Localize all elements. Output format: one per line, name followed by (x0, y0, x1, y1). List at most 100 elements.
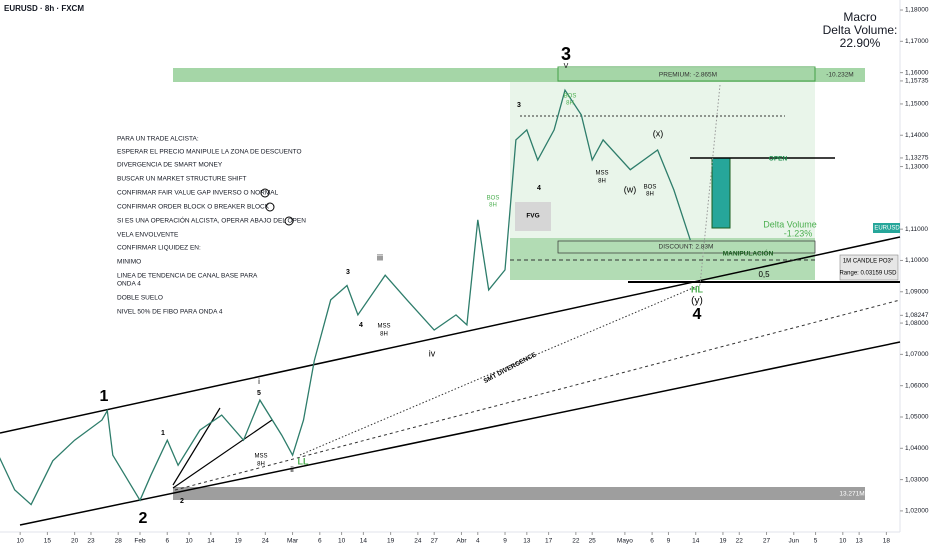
wave-line (172, 407, 221, 486)
x-tick-label: 5 (814, 538, 818, 545)
annotation: 8H (598, 179, 606, 185)
annotation: 3 (561, 44, 571, 64)
annotation: 13.271M (839, 491, 864, 498)
volume-band (173, 487, 865, 500)
annotation: HL (691, 284, 703, 294)
x-tick-label: 14 (360, 538, 368, 545)
annotation: 3 (517, 102, 521, 109)
annotation: 5 (257, 390, 261, 397)
y-tick-label: 1,13000 (905, 163, 929, 170)
y-tick-label: 1,09000 (905, 288, 929, 295)
checklist-item: VELA ENVOLVENTE (117, 232, 179, 239)
annotation: BOS (564, 94, 577, 100)
checklist-item: CONFIRMAR ORDER BLOCK O BREAKER BLOCK (117, 204, 270, 211)
annotation: EURUSD (874, 226, 900, 232)
channel-line (0, 236, 901, 434)
y-tick-label: 1,15735 (905, 78, 929, 85)
price-tag (873, 223, 900, 233)
annotation: 1 (161, 430, 165, 437)
y-tick-label: 1,08000 (905, 320, 929, 327)
x-tick-label: 15 (44, 538, 52, 545)
x-tick-label: 17 (545, 538, 553, 545)
annotation: 0,5 (758, 270, 770, 279)
annotation: OPEN (769, 156, 788, 163)
annotation: -1.23% (784, 228, 813, 238)
annotation: 8H (566, 101, 574, 107)
annotation: MSS (595, 171, 608, 177)
annotation: Range: 0.03159 USD (839, 271, 897, 277)
annotation: iv (429, 348, 436, 358)
premium-box (557, 66, 816, 82)
annotation: -10.232M (826, 72, 853, 79)
annotation: iii (377, 252, 383, 262)
annotation: 4 (537, 185, 541, 192)
price-line (0, 88, 691, 506)
x-tick-label: 19 (387, 538, 395, 545)
x-tick-label: 10 (17, 538, 25, 545)
x-tick-label: 19 (234, 538, 242, 545)
range-box (839, 254, 899, 281)
wave-line (172, 419, 273, 489)
y-tick-label: 1,02000 (905, 508, 929, 515)
fvg-box (515, 202, 551, 231)
annotation: LL (298, 456, 309, 466)
annotation: 4 (693, 306, 702, 323)
checklist-item: ONDA 4 (117, 281, 141, 288)
y-tick-label: 1,14000 (905, 132, 929, 139)
checklist-item: LINEA DE TENDENCIA DE CANAL BASE PARA (117, 273, 258, 280)
x-tick-label: 19 (719, 538, 727, 545)
x-tick-label: Mayo (617, 538, 633, 545)
x-tick-label: 9 (503, 538, 507, 545)
annotation: (w) (624, 184, 637, 194)
checklist-item: DOBLE SUELO (117, 295, 163, 302)
y-tick-label: 1,08247 (905, 312, 929, 319)
x-tick-label: 4 (476, 538, 480, 545)
annotation: 1 (100, 388, 109, 405)
smt-line (299, 284, 701, 456)
checklist-item: DIVERGENCIA DE SMART MONEY (117, 162, 223, 169)
annotation: 3 (346, 269, 350, 276)
check-icon (284, 216, 294, 226)
annotation: i (258, 377, 260, 386)
annotation: ii (290, 465, 294, 474)
check-icon (265, 202, 275, 212)
x-tick-label: 13 (856, 538, 864, 545)
annotation: 4 (359, 322, 363, 329)
x-tick-label: 22 (736, 538, 744, 545)
annotation: FVG (526, 213, 539, 220)
annotation: BOS (487, 196, 500, 202)
x-tick-label: 6 (318, 538, 322, 545)
x-tick-label: 24 (414, 538, 422, 545)
x-tick-label: 10 (185, 538, 193, 545)
y-tick-label: 1,15000 (905, 101, 929, 108)
annotation: 8H (380, 332, 388, 338)
range-zone (510, 82, 815, 280)
annotation: (y) (691, 296, 703, 307)
macro-label: Macro (843, 10, 877, 24)
x-tick-label: 10 (839, 538, 847, 545)
x-tick-label: 9 (667, 538, 671, 545)
checklist-item: SI ES UNA OPERACIÓN ALCISTA, OPERAR ABAJ… (117, 216, 306, 225)
x-tick-label: Feb (134, 538, 146, 545)
checklist-item: BUSCAR UN MARKET STRUCTURE SHIFT (117, 176, 247, 183)
x-tick-label: 25 (589, 538, 597, 545)
x-tick-label: 14 (692, 538, 700, 545)
x-tick-label: 27 (763, 538, 771, 545)
y-tick-label: 1,16000 (905, 69, 929, 76)
chart-title: EURUSD · 8h · FXCM (4, 4, 84, 13)
checklist-item: MINIMO (117, 259, 141, 266)
checklist-item: ESPERAR EL PRECIO MANIPULE LA ZONA DE DE… (117, 149, 302, 156)
checklist-item: PARA UN TRADE ALCISTA: (117, 136, 199, 143)
macro-label: 22.90% (840, 36, 881, 50)
x-tick-label: 27 (431, 538, 439, 545)
annotation: MSS (254, 454, 267, 460)
y-tick-label: 1,18000 (905, 7, 929, 14)
annotation: 2 (139, 510, 148, 527)
y-tick-label: 1,07000 (905, 351, 929, 358)
checklist-item: CONFIRMAR FAIR VALUE GAP INVERSO O NORMA… (117, 190, 279, 197)
annotation: PREMIUM: -2.865M (659, 72, 717, 79)
trend-line (174, 299, 901, 491)
y-tick-label: 1,11000 (905, 226, 928, 233)
